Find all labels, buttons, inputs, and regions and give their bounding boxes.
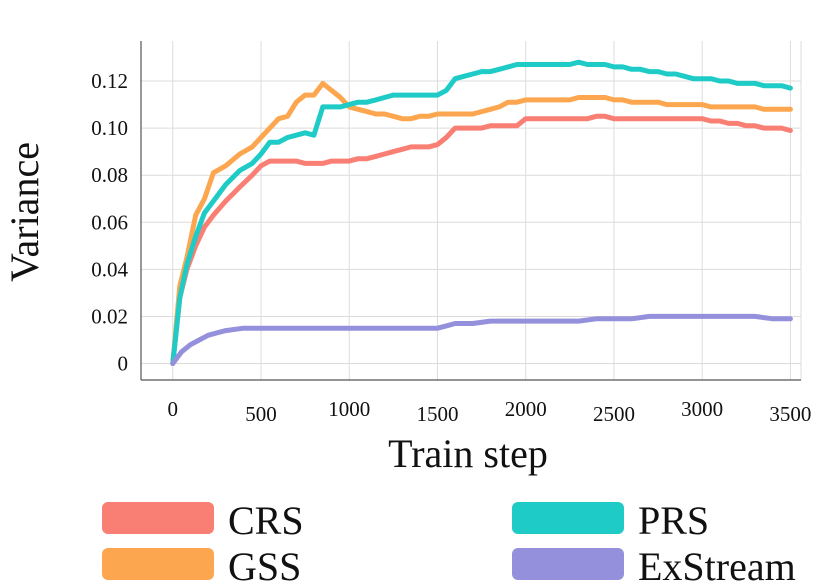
axes: [140, 41, 801, 381]
x-tick-label: 0: [168, 397, 179, 421]
series-line-crs: [170, 113, 793, 366]
legend-swatch: [102, 548, 214, 580]
series-line-gss: [170, 80, 793, 366]
legend-item-gss: GSS: [102, 544, 301, 588]
y-tick-label: 0.08: [91, 163, 128, 187]
legend-swatch: [512, 502, 624, 534]
legend-item-exstream: ExStream: [512, 544, 796, 588]
x-axis-title: Train step: [388, 431, 548, 476]
legend-swatch: [102, 502, 214, 534]
y-tick-label: 0: [118, 352, 129, 376]
y-tick-label: 0.02: [91, 304, 128, 328]
x-tick-label: 500: [245, 402, 277, 426]
series-line-exstream: [170, 313, 793, 366]
legend-label: ExStream: [638, 544, 796, 588]
x-tick-label: 1500: [416, 402, 458, 426]
y-axis-title: Variance: [2, 142, 47, 282]
x-tick-label: 1000: [328, 397, 370, 421]
legend-swatch: [512, 548, 624, 580]
y-tick-label: 0.12: [91, 69, 128, 93]
x-tick-label: 3000: [681, 397, 723, 421]
legend-label: PRS: [638, 498, 709, 543]
legend-item-prs: PRS: [512, 498, 709, 543]
legend-item-crs: CRS: [102, 498, 304, 543]
tick-labels: 0 500 1000 1500 2000 2500 3000 3500 0 0.02 0.04 0.0…: [91, 69, 811, 426]
x-tick-label: 2500: [593, 402, 635, 426]
legend-label: CRS: [228, 498, 304, 543]
y-tick-label: 0.10: [91, 116, 128, 140]
y-tick-label: 0.06: [91, 210, 128, 234]
y-tick-label: 0.04: [91, 257, 128, 281]
series-lines: [170, 59, 793, 366]
x-tick-label: 2000: [505, 397, 547, 421]
legend-label: GSS: [228, 544, 301, 588]
x-tick-label: 3500: [769, 402, 811, 426]
series-line-prs: [170, 59, 793, 366]
